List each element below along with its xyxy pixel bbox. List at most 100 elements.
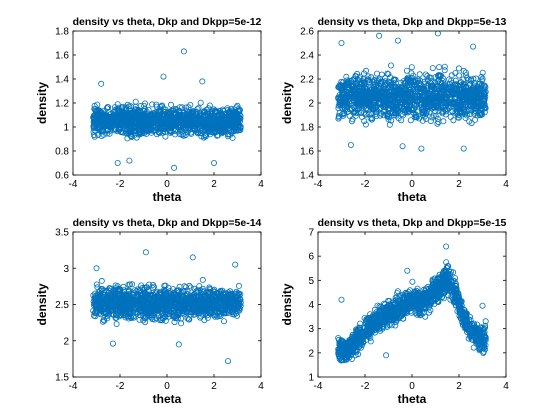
data-point xyxy=(101,304,108,311)
data-point xyxy=(384,113,391,120)
data-point xyxy=(446,81,453,88)
data-point xyxy=(149,127,156,134)
data-point xyxy=(346,93,353,100)
data-point xyxy=(217,299,224,306)
data-point xyxy=(187,309,194,316)
data-point xyxy=(420,92,427,99)
data-point xyxy=(474,97,481,104)
data-point xyxy=(354,106,361,113)
data-point xyxy=(481,324,488,331)
data-point xyxy=(138,124,145,131)
data-point xyxy=(478,73,485,80)
data-point xyxy=(128,133,135,140)
data-point-outlier xyxy=(160,73,167,80)
y-tick-label: 1 xyxy=(63,123,69,134)
data-point xyxy=(406,78,413,85)
data-point xyxy=(385,78,392,85)
data-point xyxy=(155,129,162,136)
data-point xyxy=(125,315,132,322)
data-point xyxy=(352,72,359,79)
data-point xyxy=(230,124,237,131)
data-point xyxy=(391,83,398,90)
data-point xyxy=(173,313,180,320)
data-point xyxy=(136,288,143,295)
data-point xyxy=(342,98,349,105)
data-point xyxy=(406,105,413,112)
data-point xyxy=(456,86,463,93)
data-point xyxy=(471,110,478,117)
data-point xyxy=(420,85,427,92)
data-point xyxy=(115,104,122,111)
data-point xyxy=(100,131,107,138)
data-point xyxy=(195,105,202,112)
data-point xyxy=(156,289,163,296)
data-point-outlier xyxy=(110,340,117,347)
data-point xyxy=(362,67,369,74)
data-point xyxy=(176,130,183,137)
data-point xyxy=(92,114,99,121)
data-point xyxy=(214,132,221,139)
data-point xyxy=(214,121,221,128)
data-point xyxy=(338,82,345,89)
data-point xyxy=(482,105,489,112)
data-point xyxy=(234,127,241,134)
x-tick-label: 4 xyxy=(258,179,264,190)
x-tick-label: -4 xyxy=(69,381,78,392)
data-point xyxy=(375,82,382,89)
data-point xyxy=(354,100,361,107)
data-point xyxy=(215,117,222,124)
data-point xyxy=(184,122,191,129)
data-point xyxy=(436,93,443,100)
data-point-outlier xyxy=(175,341,182,348)
data-point xyxy=(475,101,482,108)
data-point xyxy=(169,121,176,128)
y-tick-label: 3.5 xyxy=(55,228,69,239)
data-point xyxy=(395,86,402,93)
data-point xyxy=(201,109,208,116)
data-point xyxy=(463,72,470,79)
data-point xyxy=(91,102,98,109)
data-point xyxy=(142,319,149,326)
data-point xyxy=(206,284,213,291)
data-point xyxy=(429,114,436,121)
data-point xyxy=(434,120,441,127)
data-point xyxy=(428,85,435,92)
data-point xyxy=(356,93,363,100)
data-point xyxy=(100,119,107,126)
data-point xyxy=(195,288,202,295)
data-point xyxy=(110,311,117,318)
data-point xyxy=(215,308,222,315)
data-point xyxy=(435,119,442,126)
data-point xyxy=(180,294,187,301)
data-point xyxy=(337,101,344,108)
data-point-outlier xyxy=(399,143,406,150)
data-point xyxy=(421,113,428,120)
data-point xyxy=(217,312,224,319)
x-tick-label: 4 xyxy=(503,179,509,190)
data-point xyxy=(403,82,410,89)
data-point xyxy=(462,114,469,121)
data-point xyxy=(364,94,371,101)
data-point xyxy=(222,304,229,311)
data-point xyxy=(164,311,171,318)
data-point xyxy=(208,108,215,115)
data-point xyxy=(185,299,192,306)
data-point xyxy=(145,281,152,288)
data-point xyxy=(141,103,148,110)
data-point xyxy=(384,70,391,77)
data-point xyxy=(145,127,152,134)
data-point xyxy=(455,65,462,72)
x-tick-label: 2 xyxy=(456,179,462,190)
data-point-outlier xyxy=(225,358,232,365)
data-point xyxy=(412,82,419,89)
data-point xyxy=(122,314,129,321)
data-point xyxy=(345,84,352,91)
data-point xyxy=(362,110,369,117)
data-point xyxy=(391,76,398,83)
data-point xyxy=(99,318,106,325)
data-point xyxy=(387,62,394,69)
data-point xyxy=(416,71,423,78)
x-tick-label: -2 xyxy=(361,179,370,190)
data-point xyxy=(144,119,151,126)
